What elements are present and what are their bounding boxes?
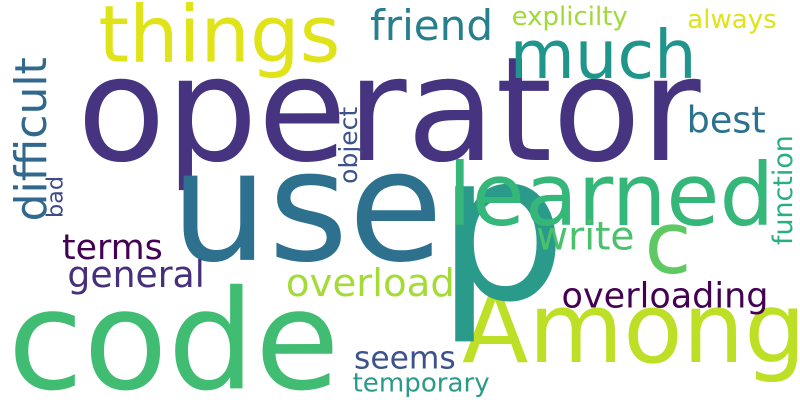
word-temporary: temporary [353,370,490,396]
word-always: always [687,6,776,32]
word-general: general [67,257,204,293]
word-best: best [687,103,766,140]
word-write: write [536,218,634,257]
word-overload: overload [286,264,455,303]
word-things: things [98,0,340,74]
word-bad: bad [45,176,67,218]
word-overloading: overloading [562,278,769,313]
word-object: object [336,107,361,184]
word-function: function [770,135,797,245]
word-explicilty: explicilty [512,4,628,30]
word-friend: friend [370,4,493,46]
